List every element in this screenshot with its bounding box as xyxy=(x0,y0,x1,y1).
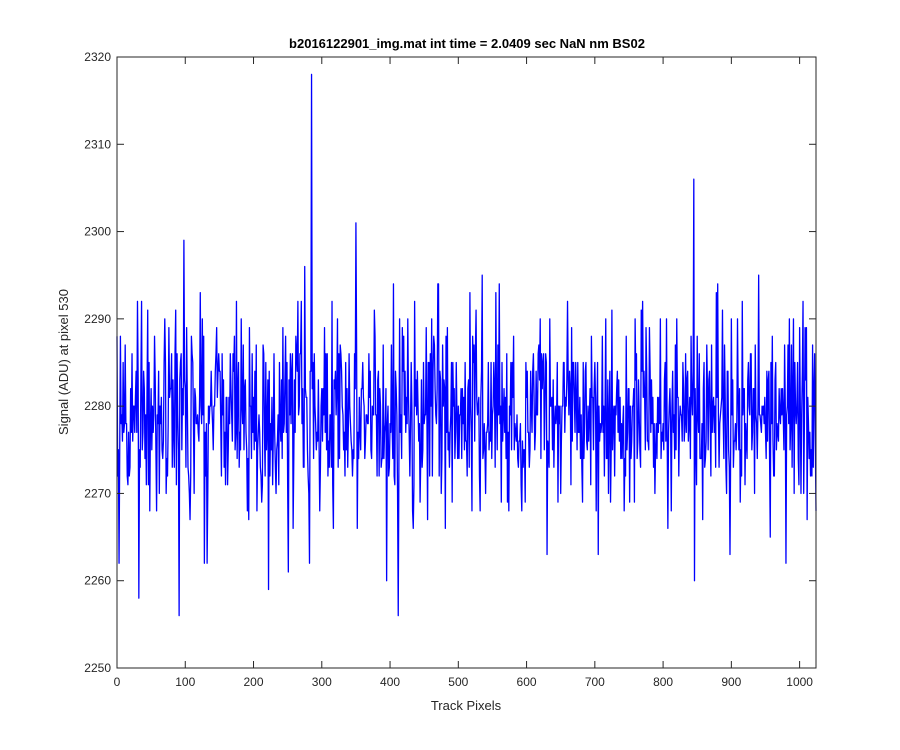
y-tick-label: 2320 xyxy=(84,50,111,64)
series-layer xyxy=(116,73,817,617)
x-tick-label: 700 xyxy=(585,675,605,689)
y-axis-title: Signal (ADU) at pixel 530 xyxy=(56,289,71,435)
y-tick-label: 2300 xyxy=(84,225,111,239)
x-axis: 0 100 200 300 400 500 600 700 800 900 1000 xyxy=(114,57,813,689)
x-tick-label: 800 xyxy=(653,675,673,689)
x-axis-title: Track Pixels xyxy=(431,698,502,713)
x-tick-label: 600 xyxy=(517,675,537,689)
x-tick-label: 0 xyxy=(114,675,121,689)
y-tick-label: 2280 xyxy=(84,399,111,413)
x-tick-label: 400 xyxy=(380,675,400,689)
x-tick-label: 1000 xyxy=(786,675,813,689)
signal-series-line xyxy=(116,73,817,617)
y-tick-label: 2260 xyxy=(84,574,111,588)
x-tick-label: 300 xyxy=(312,675,332,689)
y-tick-label: 2310 xyxy=(84,137,111,151)
chart-title: b2016122901_img.mat int time = 2.0409 se… xyxy=(289,36,645,51)
y-tick-label: 2250 xyxy=(84,661,111,675)
axes-box xyxy=(116,56,817,669)
y-tick-label: 2270 xyxy=(84,486,111,500)
x-tick-label: 100 xyxy=(175,675,195,689)
y-axis: 2250 2260 2270 2280 2290 2300 2310 2320 xyxy=(84,50,816,675)
plot-area xyxy=(116,56,817,669)
x-tick-label: 200 xyxy=(244,675,264,689)
y-tick-label: 2290 xyxy=(84,312,111,326)
x-tick-label: 900 xyxy=(721,675,741,689)
x-tick-label: 500 xyxy=(448,675,468,689)
